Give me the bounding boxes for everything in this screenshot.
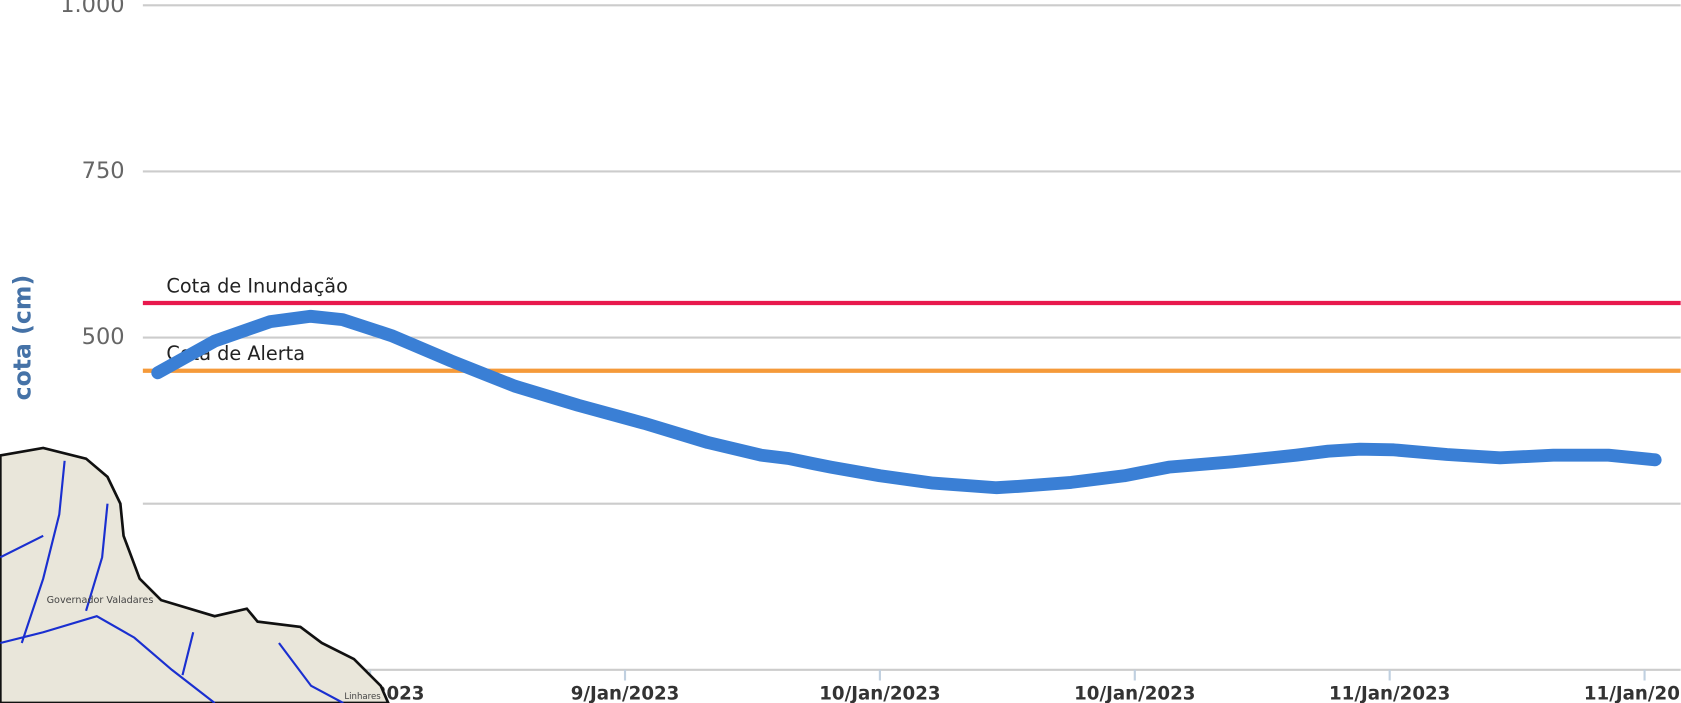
map-river — [0, 460, 344, 703]
map-label: Linhares — [344, 692, 381, 702]
map-label: Governador Valadares — [47, 595, 154, 606]
x-tick-label: 10/Jan/2023 — [1074, 683, 1195, 703]
y-tick-label: 500 — [82, 324, 125, 350]
x-tick-label: 11/Jan/2023 — [1584, 683, 1681, 703]
y-tick-label: 750 — [82, 158, 125, 184]
y-axis-label: cota (cm) — [8, 275, 36, 401]
x-tick-label: 9/Jan/2023 — [571, 683, 680, 703]
y-tick-label: 1.000 — [60, 0, 124, 18]
x-tick-label: 11/Jan/2023 — [1329, 683, 1450, 703]
map-region — [0, 446, 390, 703]
map-overlay — [0, 446, 390, 703]
plot-area: 5007501.0008/Jan/20239/Jan/202310/Jan/20… — [60, 0, 1681, 703]
threshold-label: Cota de Inundação — [166, 274, 347, 297]
x-tick-label: 10/Jan/2023 — [819, 683, 940, 703]
data-line — [151, 309, 1662, 495]
